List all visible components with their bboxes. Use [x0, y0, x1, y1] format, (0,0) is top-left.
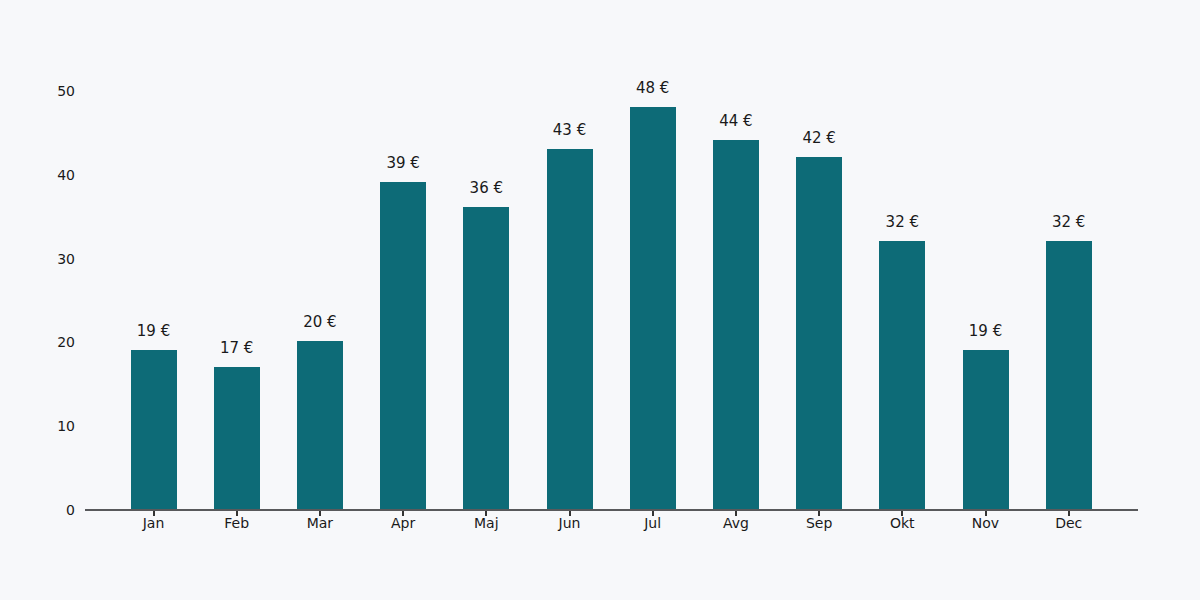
- bar: [630, 107, 676, 509]
- bar: [297, 341, 343, 509]
- bar: [214, 367, 260, 509]
- bar-value-label: 42 €: [802, 129, 835, 147]
- bar-value-label: 17 €: [220, 339, 253, 357]
- bar-chart: 19 € Jan 17 € Feb 20 € Mar 39 € Apr 36 € Maj 43 € J…: [0, 0, 1200, 600]
- plot-area: 19 € Jan 17 € Feb 20 € Mar 39 € Apr 36 € Maj 43 € J…: [0, 0, 1200, 600]
- bar-value-label: 20 €: [303, 313, 336, 331]
- bar-value-label: 43 €: [553, 121, 586, 139]
- x-tick-label: Feb: [224, 515, 249, 531]
- bar-value-label: 48 €: [636, 79, 669, 97]
- x-axis-line: [85, 509, 1138, 511]
- x-tick-label: Maj: [474, 515, 499, 531]
- bar: [796, 157, 842, 509]
- bar: [547, 149, 593, 509]
- bar-value-label: 19 €: [137, 322, 170, 340]
- y-tick-label: 20: [35, 334, 75, 350]
- x-tick-label: Jun: [559, 515, 581, 531]
- x-tick-label: Jan: [143, 515, 165, 531]
- y-tick-label: 50: [35, 83, 75, 99]
- y-tick-label: 30: [35, 251, 75, 267]
- x-tick-label: Sep: [806, 515, 832, 531]
- y-tick-label: 10: [35, 418, 75, 434]
- x-tick-label: Avg: [723, 515, 749, 531]
- x-tick-label: Okt: [890, 515, 915, 531]
- x-tick-label: Apr: [391, 515, 415, 531]
- bar-value-label: 39 €: [386, 154, 419, 172]
- bar-value-label: 19 €: [969, 322, 1002, 340]
- bar: [713, 140, 759, 509]
- bar: [963, 350, 1009, 509]
- x-tick-label: Dec: [1055, 515, 1082, 531]
- bar: [380, 182, 426, 509]
- bar-value-label: 32 €: [886, 213, 919, 231]
- x-tick-label: Nov: [972, 515, 999, 531]
- bar: [463, 207, 509, 509]
- bar: [131, 350, 177, 509]
- x-tick-label: Jul: [644, 515, 661, 531]
- bar-value-label: 44 €: [719, 112, 752, 130]
- bar: [1046, 241, 1092, 509]
- y-tick-label: 40: [35, 167, 75, 183]
- y-tick-label: 0: [35, 502, 75, 518]
- bar: [879, 241, 925, 509]
- bar-value-label: 36 €: [470, 179, 503, 197]
- bar-value-label: 32 €: [1052, 213, 1085, 231]
- x-tick-label: Mar: [307, 515, 333, 531]
